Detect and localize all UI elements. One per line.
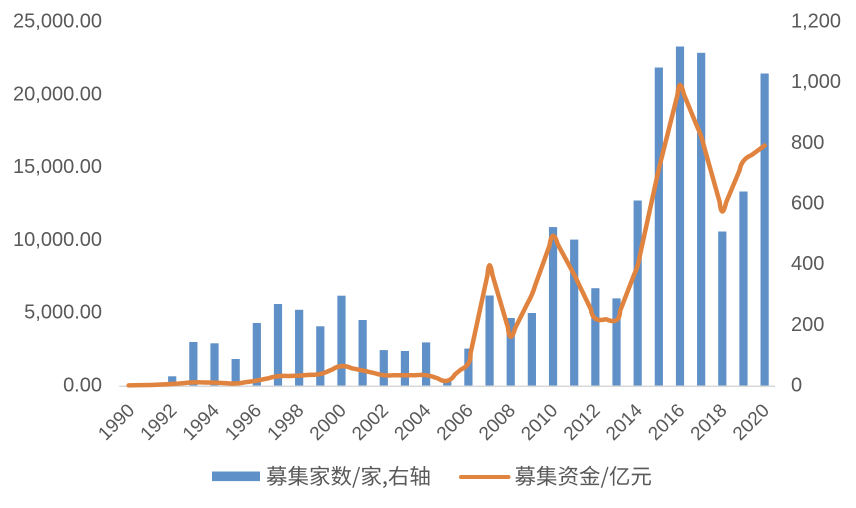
svg-text:5,000.00: 5,000.00	[24, 302, 102, 324]
svg-text:25,000.00: 25,000.00	[13, 11, 102, 33]
svg-text:1,000: 1,000	[791, 71, 841, 93]
svg-text:1,200: 1,200	[791, 11, 841, 33]
svg-text:0.00: 0.00	[63, 375, 102, 397]
svg-text:15,000.00: 15,000.00	[13, 156, 102, 178]
svg-text:400: 400	[791, 253, 824, 275]
svg-text:600: 600	[791, 193, 824, 215]
svg-text:0: 0	[791, 375, 802, 397]
svg-text:20,000.00: 20,000.00	[13, 83, 102, 105]
svg-text:10,000.00: 10,000.00	[13, 229, 102, 251]
svg-text:200: 200	[791, 314, 824, 336]
svg-text:800: 800	[791, 132, 824, 154]
